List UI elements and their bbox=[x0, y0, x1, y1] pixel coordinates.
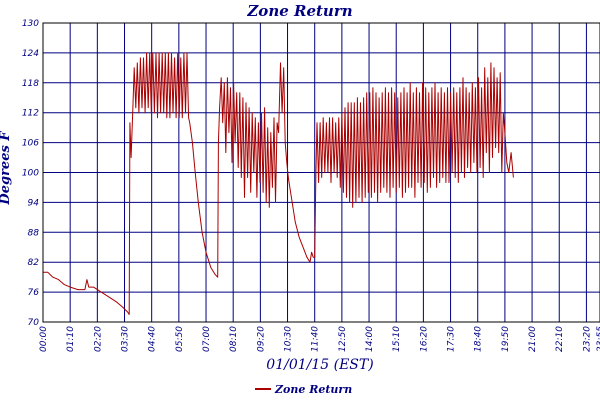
y-tick-label: 106 bbox=[22, 139, 39, 149]
x-tick-label: 15:10 bbox=[392, 326, 402, 352]
series-group bbox=[43, 52, 514, 315]
x-tick-label: 19:50 bbox=[501, 326, 511, 352]
x-tick-label: 22:10 bbox=[555, 326, 565, 352]
x-tick-labels: 00:00 01:10 02:20 03:30 04:40 05:50 07:00 08:10… bbox=[39, 326, 600, 352]
x-tick-label: 02:20 bbox=[93, 326, 103, 352]
x-tick-label: 09:20 bbox=[256, 326, 266, 352]
legend-entry-zone-return: Zone Return bbox=[275, 382, 353, 396]
x-tick-label: 04:40 bbox=[148, 326, 158, 352]
x-tick-label: 23:20 bbox=[582, 326, 592, 352]
y-tick-label: 70 bbox=[28, 318, 40, 328]
x-tick-label: 00:00 bbox=[39, 326, 49, 352]
x-tick-label: 10:30 bbox=[284, 326, 294, 352]
legend: Zone Return bbox=[255, 382, 352, 396]
y-tick-label: 100 bbox=[22, 169, 39, 179]
x-tick-label: 08:10 bbox=[229, 326, 239, 352]
y-tick-label: 112 bbox=[22, 109, 39, 119]
x-tick-label: 23:55 bbox=[596, 326, 600, 352]
x-tick-label: 16:20 bbox=[419, 326, 429, 352]
x-axis-label: 01/01/15 (EST) bbox=[266, 357, 374, 373]
x-tick-label: 03:30 bbox=[121, 326, 131, 352]
x-tick-label: 07:00 bbox=[202, 326, 212, 352]
x-tick-label: 11:40 bbox=[311, 326, 321, 352]
y-tick-label: 124 bbox=[22, 49, 39, 59]
y-tick-label: 130 bbox=[22, 19, 39, 29]
y-tick-label: 82 bbox=[28, 258, 40, 268]
x-tick-label: 17:30 bbox=[447, 326, 457, 352]
y-tick-label: 88 bbox=[28, 228, 40, 238]
legend-swatch bbox=[255, 388, 271, 390]
y-tick-label: 118 bbox=[22, 79, 39, 89]
x-tick-label: 12:50 bbox=[338, 326, 348, 352]
x-tick-label: 21:00 bbox=[528, 326, 538, 352]
chart-title: Zone Return bbox=[247, 2, 353, 20]
plot-frame bbox=[42, 22, 600, 323]
x-tick-label: 14:00 bbox=[365, 326, 375, 352]
y-tick-label: 94 bbox=[28, 198, 40, 208]
x-tick-label: 05:50 bbox=[175, 326, 185, 352]
y-tick-label: 76 bbox=[28, 288, 40, 298]
x-tick-label: 18:40 bbox=[474, 326, 484, 352]
x-tick-label: 01:10 bbox=[66, 326, 76, 352]
y-tick-labels: 70 76 82 88 94 100 106 112 118 124 130 bbox=[22, 19, 39, 328]
series-line-zone-return bbox=[43, 52, 514, 315]
